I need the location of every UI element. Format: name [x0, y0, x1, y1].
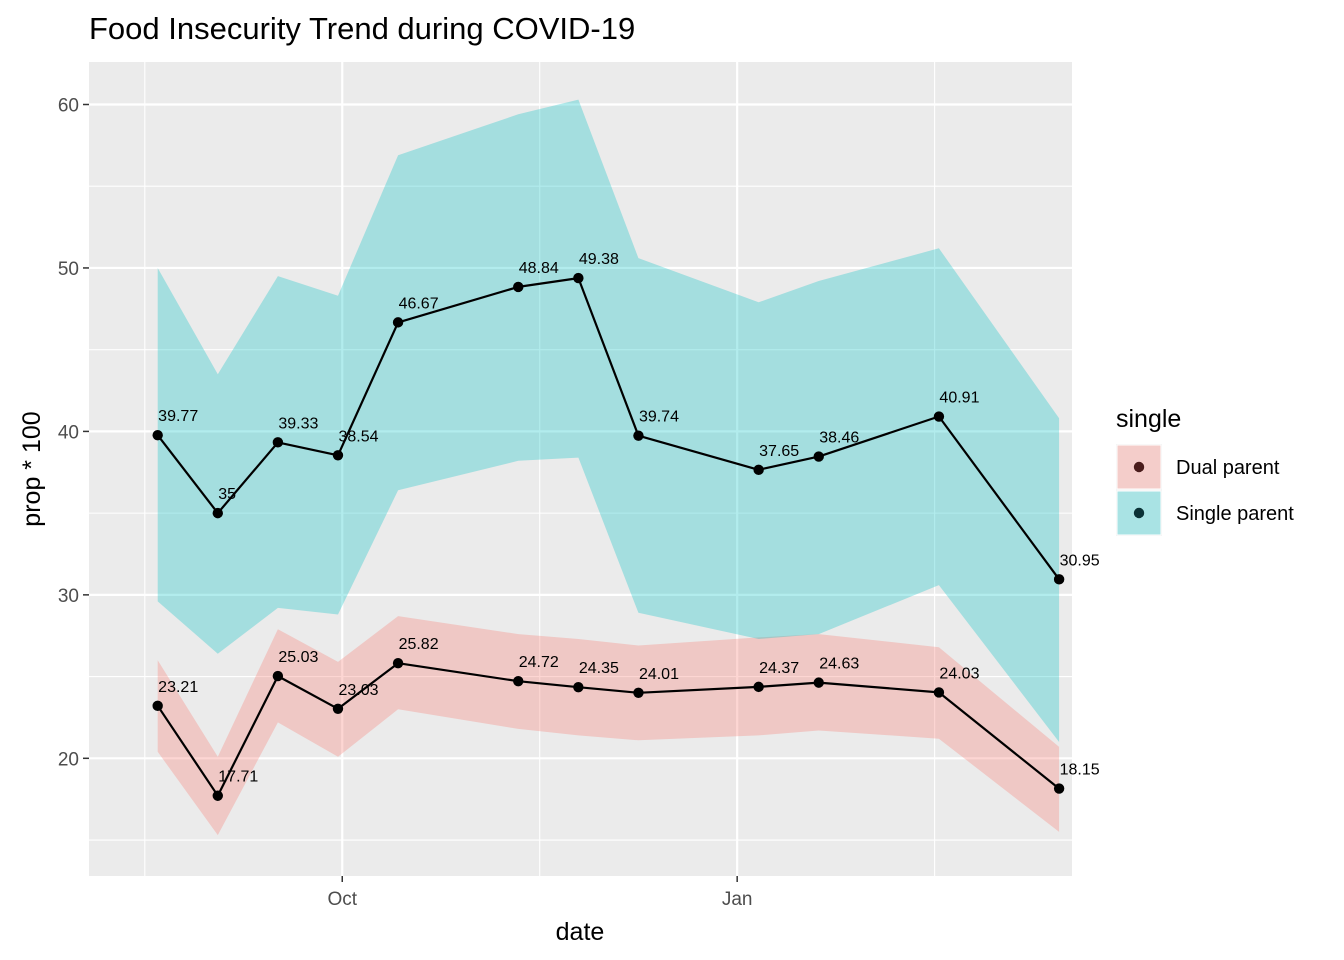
- x-tick-label: Oct: [327, 889, 357, 910]
- data-label: 24.35: [579, 660, 619, 677]
- data-label: 25.82: [399, 636, 439, 653]
- data-label: 30.95: [1060, 552, 1100, 569]
- data-point: [753, 464, 764, 476]
- data-label: 24.72: [519, 654, 559, 671]
- data-label: 46.67: [399, 295, 439, 312]
- data-label: 24.37: [759, 660, 799, 677]
- trend-lines: [156, 277, 1060, 797]
- legend: single Dual parent Single parent: [1116, 405, 1294, 536]
- data-point: [813, 677, 824, 688]
- data-point: [933, 411, 945, 422]
- y-axis-title: prop * 100: [18, 411, 46, 526]
- grid-lines: [89, 62, 1072, 876]
- data-label: 17.71: [218, 769, 258, 786]
- data-point: [573, 272, 584, 284]
- data-label: 39.33: [278, 415, 318, 432]
- y-tick-label: 40: [58, 422, 79, 443]
- data-label: 23.03: [338, 682, 378, 699]
- x-tick-label: Jan: [722, 889, 753, 910]
- data-label: 18.15: [1060, 762, 1100, 779]
- data-label: 49.38: [579, 251, 619, 268]
- data-point: [753, 681, 764, 693]
- data-label: 35: [218, 486, 236, 503]
- data-label: 24.63: [819, 656, 859, 673]
- data-point: [813, 451, 824, 462]
- data-label: 39.74: [639, 409, 679, 426]
- data-label: 37.65: [759, 443, 799, 460]
- legend-title: single: [1116, 405, 1181, 433]
- series-line: [156, 277, 1060, 580]
- y-tick-label: 60: [58, 95, 79, 116]
- x-axis-title: date: [556, 918, 605, 946]
- legend-label: Single parent: [1176, 503, 1294, 525]
- data-label: 24.03: [939, 665, 979, 682]
- data-point: [633, 687, 644, 698]
- data-points: [152, 272, 1065, 801]
- confidence-band: [157, 99, 1060, 743]
- y-tick-label: 50: [58, 259, 79, 280]
- y-tick-label: 20: [58, 749, 79, 770]
- data-label: 48.84: [519, 260, 559, 277]
- data-point: [152, 429, 163, 441]
- confidence-band: [157, 616, 1060, 836]
- series-line: [156, 662, 1060, 797]
- axes: 20 30 40 50 60 Oct Jan: [58, 95, 753, 910]
- data-label: 39.77: [158, 408, 198, 425]
- legend-key-point: [1133, 461, 1145, 473]
- confidence-bands: [157, 99, 1060, 836]
- data-point: [1053, 574, 1065, 585]
- data-label: 38.54: [338, 428, 378, 445]
- data-label: 24.01: [639, 666, 679, 683]
- data-point: [573, 682, 584, 693]
- data-point: [633, 430, 644, 441]
- data-point: [212, 507, 223, 519]
- data-point: [392, 657, 404, 669]
- data-label: 40.91: [939, 390, 979, 407]
- legend-key-point: [1133, 507, 1145, 519]
- data-point: [272, 670, 284, 682]
- data-point: [933, 687, 945, 698]
- data-point: [212, 790, 223, 801]
- y-tick-label: 30: [58, 586, 79, 607]
- data-point: [513, 675, 524, 687]
- data-point: [332, 703, 344, 714]
- plot-panel: [89, 62, 1072, 876]
- data-label: 25.03: [278, 649, 318, 666]
- data-point: [332, 450, 344, 461]
- chart-title: Food Insecurity Trend during COVID-19: [89, 11, 635, 46]
- data-point: [392, 317, 404, 328]
- legend-label: Dual parent: [1176, 457, 1280, 479]
- data-labels: 23.21 17.71 25.03 23.03 25.82 24.72 24.35 24.01…: [158, 251, 1100, 786]
- data-label: 38.46: [819, 430, 859, 447]
- data-point: [1053, 783, 1065, 794]
- data-point: [513, 281, 524, 293]
- data-label: 23.21: [158, 679, 198, 696]
- data-point: [152, 700, 163, 712]
- data-point: [272, 437, 284, 448]
